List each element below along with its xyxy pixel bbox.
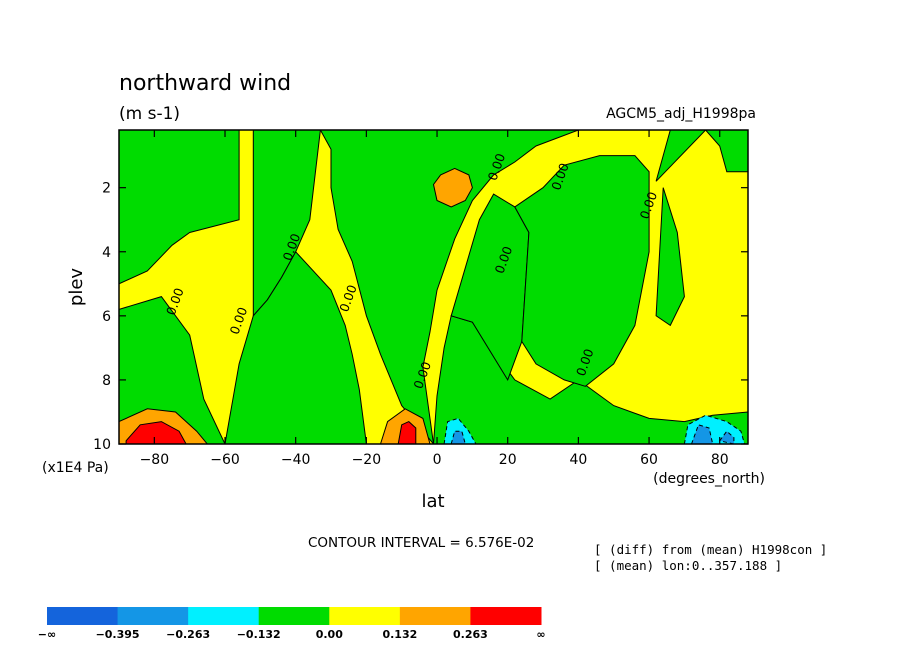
- x-tick-label: 40: [569, 452, 587, 468]
- contour-region: [655, 130, 748, 182]
- colorbar-swatch: [188, 607, 260, 625]
- y-axis-label: plev: [66, 268, 87, 307]
- plot-frame: [118, 129, 749, 445]
- colorbar-label: ∞: [536, 628, 545, 641]
- contour-region: [224, 250, 367, 444]
- colorbar-label: −∞: [38, 628, 56, 641]
- contour-region: [718, 430, 735, 444]
- colorbar-swatch: [399, 607, 471, 625]
- contour-plot: 0.000.000.000.000.000.000.000.000.000.00…: [93, 129, 749, 468]
- colorbar-label: 0.263: [453, 628, 488, 641]
- colorbar-label: 0.132: [382, 628, 417, 641]
- colorbar-swatch: [47, 607, 119, 625]
- colorbar-label: 0.00: [316, 628, 343, 641]
- x-units-label: (degrees_north): [653, 471, 765, 487]
- contour-region: [397, 421, 417, 444]
- y-tick-label: 6: [102, 309, 111, 325]
- y-axis: 2 4 6 8 10: [93, 181, 748, 453]
- y-tick-label: 2: [102, 181, 111, 197]
- x-tick-label: −40: [281, 452, 311, 468]
- contour-region: [125, 421, 187, 444]
- contour-region: [450, 430, 466, 444]
- y-tick-label: 10: [93, 437, 111, 453]
- contour-region: [119, 130, 240, 285]
- colorbar-label: −0.263: [166, 628, 210, 641]
- colorbar: −∞ −0.395 −0.263 −0.132 0.00 0.132 0.263 ∞: [38, 607, 546, 641]
- colorbar-swatch: [470, 607, 542, 625]
- y-tick-label: 8: [102, 373, 111, 389]
- contour-region: [119, 296, 226, 444]
- colorbar-swatch: [329, 607, 401, 625]
- contour-region: [655, 187, 685, 327]
- x-tick-label: −20: [352, 452, 382, 468]
- contour-region: [690, 424, 714, 444]
- x-tick-label: −60: [210, 452, 240, 468]
- filled-contours: [119, 130, 748, 444]
- info-line-1: [ (diff) from (mean) H1998con ]: [594, 542, 827, 557]
- contour-region: [319, 130, 579, 444]
- contour-interval-label: CONTOUR INTERVAL = 6.576E-02: [308, 535, 534, 551]
- colorbar-swatch: [258, 607, 330, 625]
- x-tick-label: 0: [433, 452, 442, 468]
- dataset-label: AGCM5_adj_H1998pa: [606, 106, 756, 122]
- x-tick-label: 20: [499, 452, 517, 468]
- x-axis: −80 −60 −40 −20 0 20 40 60 80: [140, 130, 729, 468]
- x-tick-label: 80: [711, 452, 729, 468]
- y-tick-label: 4: [102, 245, 111, 261]
- x-tick-label: −80: [140, 452, 170, 468]
- chart-title: northward wind: [119, 71, 291, 96]
- contour-region: [432, 167, 473, 208]
- colorbar-label: −0.132: [237, 628, 281, 641]
- contour-region: [514, 155, 650, 387]
- y-units-label: (x1E4 Pa): [42, 460, 109, 476]
- units-label: (m s-1): [119, 104, 180, 124]
- colorbar-swatch: [117, 607, 189, 625]
- x-axis-label: lat: [421, 491, 444, 512]
- info-line-2: [ (mean) lon:0..357.188 ]: [594, 558, 782, 573]
- colorbar-label: −0.395: [96, 628, 140, 641]
- x-tick-label: 60: [640, 452, 658, 468]
